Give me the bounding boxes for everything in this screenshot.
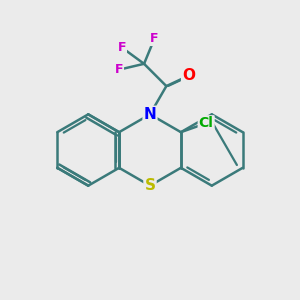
Text: F: F: [115, 63, 123, 76]
Text: F: F: [150, 32, 159, 45]
Text: F: F: [118, 41, 126, 54]
Text: O: O: [182, 68, 195, 83]
Text: S: S: [145, 178, 155, 193]
Text: N: N: [144, 107, 156, 122]
Text: Cl: Cl: [199, 116, 214, 130]
